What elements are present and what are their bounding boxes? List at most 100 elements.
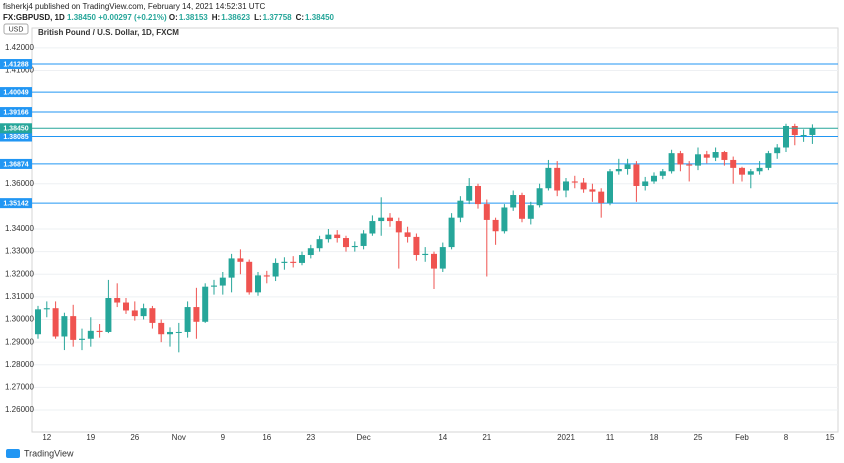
candle-body [730, 159, 737, 168]
candle-body [721, 152, 728, 160]
candle-body [448, 217, 455, 248]
candle-body [343, 238, 349, 248]
candle-body [615, 169, 622, 172]
candle-body [545, 167, 552, 189]
y-tick-label: 1.36000 [5, 179, 34, 188]
candle-body [246, 261, 253, 293]
ohlc-value: 1.38153 [178, 13, 208, 22]
y-tick-label: 1.31000 [5, 292, 34, 301]
candle-body [492, 219, 499, 232]
candle-body [184, 307, 191, 332]
candle-body [668, 153, 675, 172]
candle-body [659, 171, 666, 176]
candle-body [747, 171, 754, 175]
x-tick-label: 25 [694, 433, 703, 442]
x-tick-label: 21 [482, 433, 491, 442]
level-box [0, 107, 32, 118]
candle-body [677, 153, 684, 165]
x-tick-label: 19 [86, 433, 95, 442]
candle-body [175, 331, 182, 333]
candle-body [800, 134, 807, 136]
level-box [0, 87, 32, 98]
candle-body [395, 221, 402, 233]
candle-body [369, 221, 376, 234]
candle-body [79, 338, 85, 340]
candle-body [96, 330, 103, 332]
y-tick-label: 1.41000 [5, 66, 34, 75]
symbol: FX:GBPUSD, 1D [3, 13, 65, 22]
footer: TradingView [24, 448, 74, 458]
candle-body [642, 181, 649, 186]
level-label: 1.35142 [3, 200, 28, 207]
x-tick-label: Feb [735, 433, 749, 442]
candle-body [299, 255, 305, 263]
candle-body [510, 195, 517, 208]
candle-body [281, 261, 288, 263]
ohlc-label: O: [168, 13, 178, 22]
candle-body [35, 309, 41, 335]
candle-body [387, 217, 393, 222]
ohlc-label: H: [211, 13, 221, 22]
currency-box [3, 23, 29, 35]
chart-title: British Pound / U.S. Dollar, 1D, FXCM [38, 28, 179, 37]
candle-body [52, 308, 59, 337]
candle-body [360, 233, 367, 246]
ohlc-value: 1.38450 [305, 13, 334, 22]
y-tick-label: 1.42000 [5, 43, 34, 52]
candle-body [193, 307, 200, 322]
candle-body [334, 234, 341, 239]
candle-body [598, 191, 605, 203]
candle-body [607, 171, 613, 203]
candle-body [351, 245, 358, 248]
x-tick-label: 26 [130, 433, 139, 442]
candle-body [219, 277, 226, 286]
x-tick-label: 12 [42, 433, 51, 442]
y-tick-label: 1.26000 [5, 405, 34, 414]
candle-body [624, 164, 631, 170]
candle-body [123, 302, 129, 311]
logo [6, 449, 20, 458]
candle-body [105, 298, 112, 332]
x-tick-label: 18 [650, 433, 659, 442]
candle-body [483, 204, 490, 220]
candle-body [589, 189, 596, 192]
candle-body [211, 285, 217, 287]
x-tick-label: 11 [606, 433, 615, 442]
candle-body [114, 298, 121, 303]
candle-body [290, 261, 297, 263]
candle-body [809, 128, 816, 135]
level-box [0, 198, 32, 209]
candle-body [457, 200, 464, 218]
y-tick-label: 1.34000 [5, 224, 34, 233]
candle-body [501, 207, 508, 232]
level-box [0, 131, 32, 142]
level-label: 1.36874 [3, 161, 28, 168]
y-tick-label: 1.29000 [5, 337, 34, 346]
candle-body [140, 308, 147, 317]
level-label: 1.40049 [3, 89, 28, 96]
published-line: fisherkj4 published on TradingView.com, … [3, 2, 266, 11]
x-tick-label: 23 [306, 433, 315, 442]
y-tick-label: 1.32000 [5, 269, 34, 278]
ohlc-label: L: [254, 13, 262, 22]
ohlc-value: 1.38623 [221, 13, 251, 22]
candle-body [554, 167, 561, 191]
candle-body [686, 164, 693, 166]
candle-body [703, 154, 710, 158]
candle-body [783, 126, 789, 148]
candle-body [378, 217, 385, 222]
candle-body [527, 205, 534, 219]
candle-body [404, 232, 411, 237]
x-tick-label: Nov [172, 433, 186, 442]
candle-body [158, 322, 165, 335]
candle-body [70, 316, 77, 340]
y-tick-label: 1.27000 [5, 383, 34, 392]
candle-body [43, 308, 50, 310]
candle-body [712, 152, 719, 158]
price: 1.38450 [67, 13, 96, 22]
candle-body [633, 164, 640, 186]
candle-body [439, 247, 446, 269]
candle-body [536, 188, 543, 206]
level-label: 1.41288 [3, 61, 28, 68]
candle-body [791, 126, 798, 136]
